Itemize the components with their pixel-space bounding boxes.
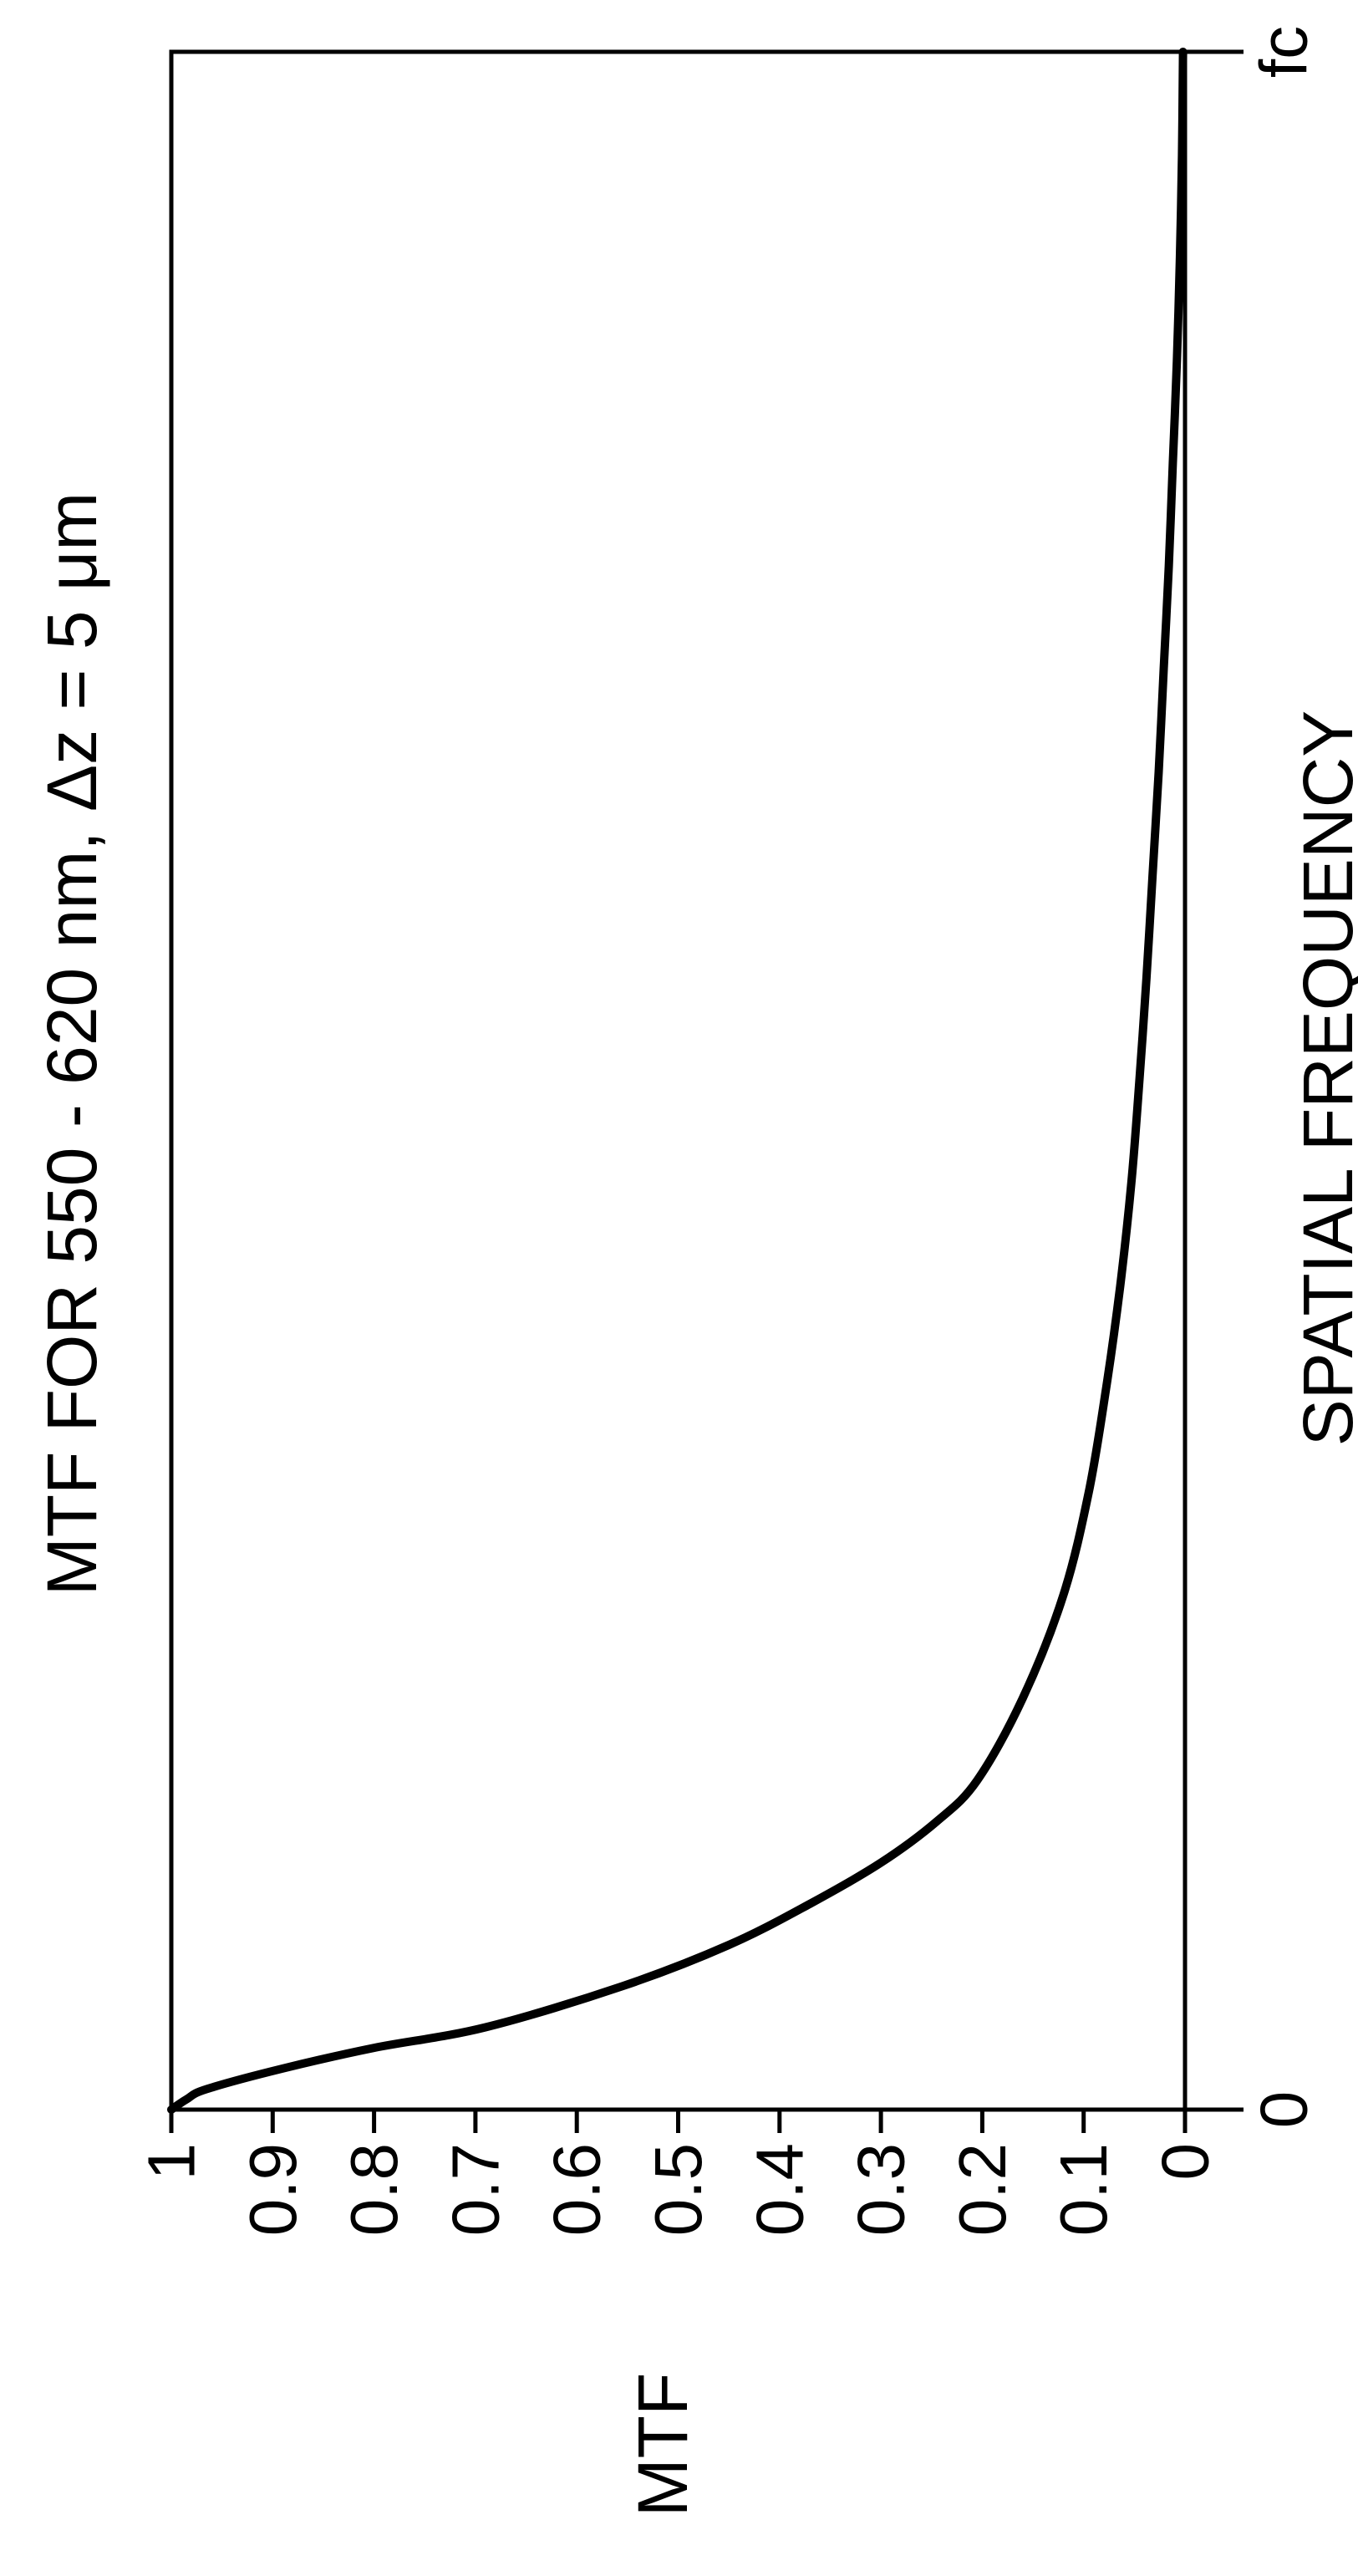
plot-layer: 0 0.1 0.2 0.3 0.4 0.5 0.6 0.7 0.8 0.9 1 0 fc [135, 26, 1321, 2236]
y-tick-label-2: 0.2 [945, 2143, 1020, 2236]
series-line-0 [167, 48, 1188, 2114]
plot-frame [169, 49, 1188, 2112]
y-tick-label-6: 0.6 [540, 2143, 614, 2236]
y-tick-label-5: 0.5 [641, 2143, 715, 2236]
y-tick-label-4: 0.4 [742, 2143, 816, 2236]
axis-text-layer: MTF FOR 550 - 620 nm, Δz = 5 μm SPATIAL … [33, 492, 1358, 2517]
y-tick-label-3: 0.3 [844, 2143, 918, 2236]
y-tick-label-1: 0.1 [1046, 2143, 1121, 2236]
y-tick-label-9: 0.9 [236, 2143, 310, 2236]
y-tick-label-7: 0.7 [438, 2143, 512, 2236]
y-tick-label-0: 0 [1148, 2143, 1223, 2181]
x-axis-label: SPATIAL FREQUENCY [1289, 710, 1358, 1447]
y-tick-label-8: 0.8 [337, 2143, 411, 2236]
y-axis-label: MTF [623, 2373, 702, 2517]
chart-title: MTF FOR 550 - 620 nm, Δz = 5 μm [33, 492, 111, 1596]
x-tick-label-1: fc [1247, 26, 1321, 78]
x-tick-label-0: 0 [1247, 2091, 1321, 2129]
y-tick-label-10: 1 [135, 2143, 209, 2181]
